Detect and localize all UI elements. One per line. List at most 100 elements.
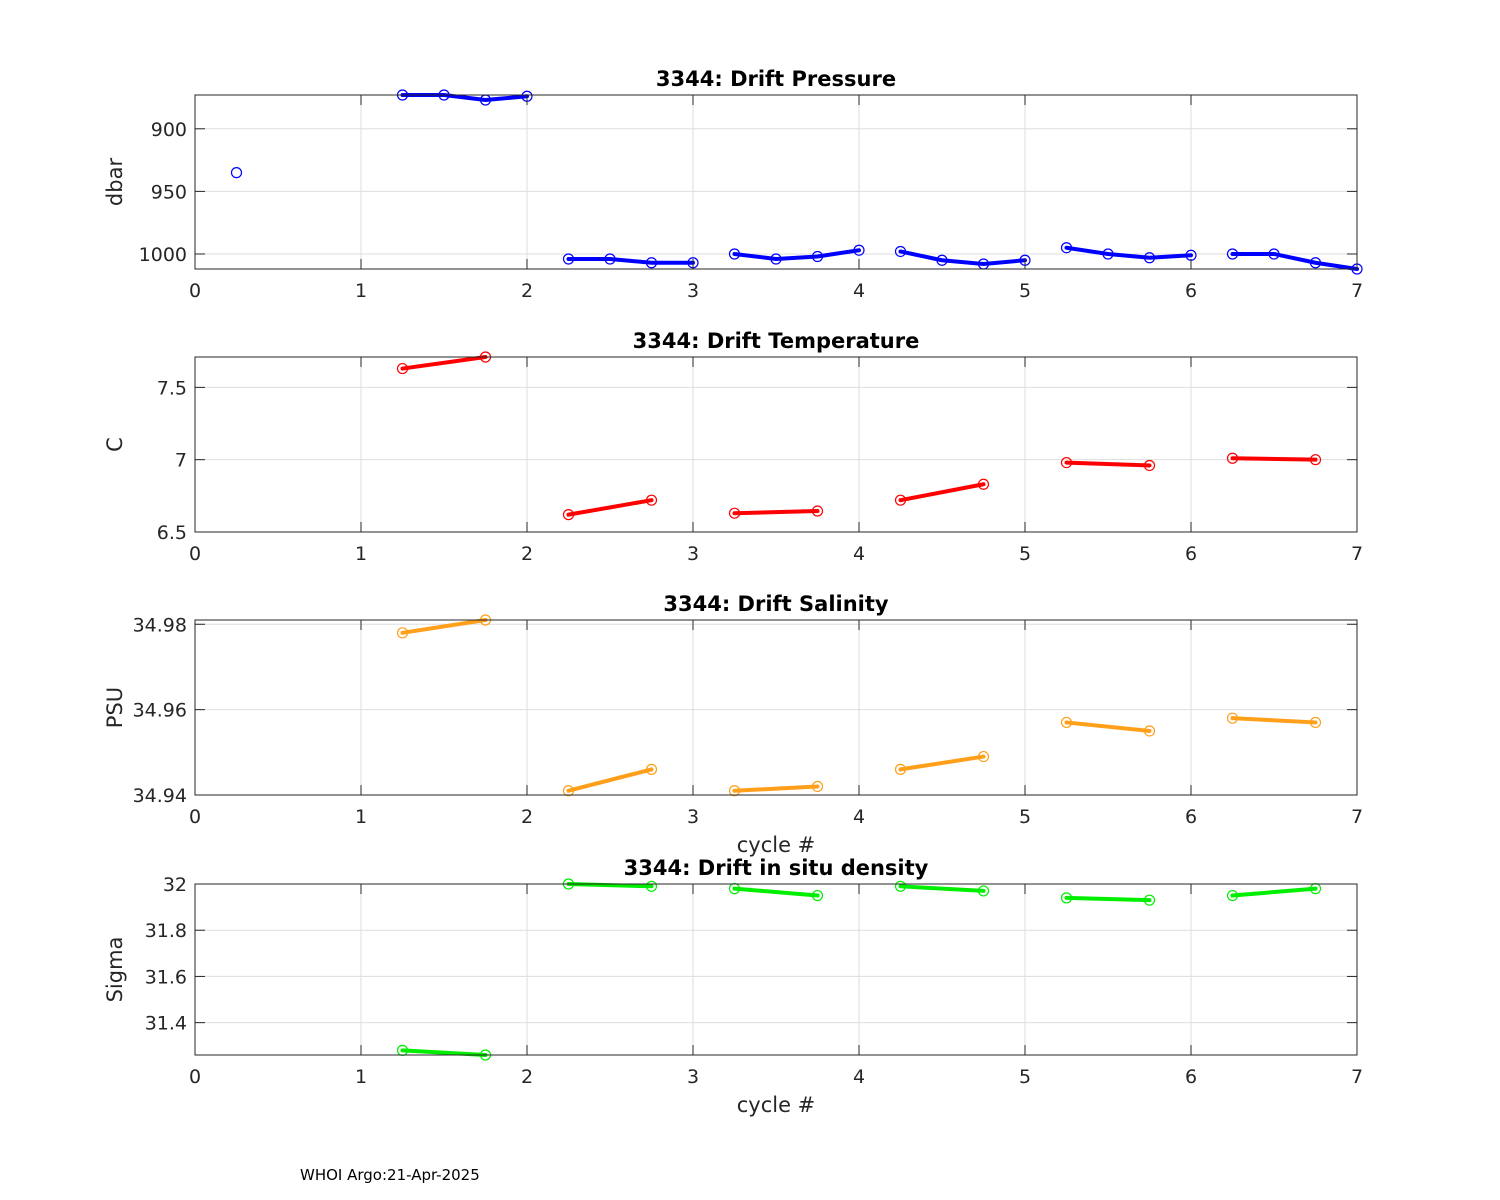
data-point bbox=[1060, 892, 1073, 904]
y-tick-label: 31.8 bbox=[145, 920, 187, 942]
data-point bbox=[770, 253, 782, 265]
series-line-segment bbox=[1230, 716, 1318, 725]
data-point bbox=[562, 509, 575, 521]
data-point bbox=[1226, 452, 1239, 464]
x-tick-label: 4 bbox=[853, 1066, 865, 1088]
y-tick-label: 6.5 bbox=[157, 522, 187, 544]
data-point bbox=[1226, 248, 1239, 260]
x-tick-label: 0 bbox=[189, 1066, 201, 1088]
y-tick-label: 1000 bbox=[139, 244, 187, 266]
series-line-segment bbox=[400, 1048, 488, 1057]
data-point bbox=[562, 785, 575, 797]
data-point bbox=[1060, 242, 1073, 254]
data-point bbox=[645, 880, 658, 892]
series-line-segment bbox=[400, 618, 488, 635]
x-tick-label: 0 bbox=[189, 806, 201, 828]
x-tick-label: 1 bbox=[355, 543, 367, 565]
x-tick-label: 1 bbox=[355, 280, 367, 302]
series-line-segment bbox=[566, 767, 654, 793]
y-tick-label: 31.4 bbox=[145, 1013, 187, 1035]
data-point bbox=[936, 254, 948, 266]
data-point bbox=[1143, 252, 1156, 264]
y-tick-label: 950 bbox=[151, 181, 187, 203]
x-tick-label: 4 bbox=[853, 806, 865, 828]
x-tick-label: 5 bbox=[1019, 806, 1031, 828]
x-tick-label: 5 bbox=[1019, 1066, 1031, 1088]
data-point bbox=[645, 257, 658, 269]
data-point bbox=[894, 494, 907, 506]
data-point bbox=[894, 763, 907, 775]
series-line-segment bbox=[898, 754, 986, 772]
data-point bbox=[604, 253, 616, 265]
data-point bbox=[396, 627, 409, 639]
data-point bbox=[1060, 456, 1073, 469]
series-line-segment bbox=[732, 248, 861, 261]
series-line-segment bbox=[898, 249, 1027, 266]
plot-area bbox=[195, 620, 1357, 795]
series-line-segment bbox=[1064, 720, 1152, 733]
x-tick-label: 6 bbox=[1185, 543, 1197, 565]
series-line-segment bbox=[566, 256, 695, 265]
series-line-segment bbox=[1064, 895, 1152, 903]
footer-stamp: WHOI Argo:21-Apr-2025 bbox=[300, 1166, 480, 1184]
x-tick-label: 1 bbox=[355, 806, 367, 828]
chart-title: 3344: Drift Temperature bbox=[633, 329, 920, 353]
data-point bbox=[811, 889, 824, 902]
data-point bbox=[728, 785, 741, 797]
x-tick-label: 2 bbox=[521, 1066, 533, 1088]
x-tick-label: 5 bbox=[1019, 280, 1031, 302]
chart-panel-2: 0 1 2 3 4 5 6 7 6.5 7 7.5 C bbox=[103, 351, 1363, 565]
chart-panel-3: 0 1 2 3 4 5 6 7 34.94 34.96 34.98 PSU cycle # bbox=[103, 614, 1363, 857]
y-tick-label: 7 bbox=[175, 450, 187, 472]
series-line-segment bbox=[898, 482, 986, 503]
x-tick-label: 0 bbox=[189, 280, 201, 302]
data-point bbox=[396, 362, 409, 375]
data-point bbox=[977, 885, 990, 897]
data-point bbox=[811, 505, 824, 517]
series-line-segment bbox=[898, 884, 986, 893]
y-tick-label: 7.5 bbox=[157, 377, 187, 399]
x-tick-label: 2 bbox=[521, 280, 533, 302]
axes-box bbox=[194, 356, 1358, 533]
series-line-segment bbox=[732, 784, 820, 793]
chart-panel-1: 0 1 2 3 4 5 6 7 900 950 1000 dbar bbox=[103, 89, 1363, 302]
data-point bbox=[562, 253, 575, 265]
y-tick-label: 34.96 bbox=[133, 700, 187, 722]
y-axis-label: C bbox=[103, 437, 127, 452]
data-point bbox=[1143, 725, 1156, 737]
x-axis-label: cycle # bbox=[737, 833, 816, 857]
data-point bbox=[1226, 712, 1239, 724]
x-axis-label: cycle # bbox=[737, 1093, 816, 1117]
data-point bbox=[853, 244, 865, 256]
data-point bbox=[1143, 894, 1156, 906]
x-tick-label: 7 bbox=[1351, 280, 1363, 302]
x-tick-label: 7 bbox=[1351, 543, 1363, 565]
data-point bbox=[1268, 248, 1280, 260]
plot-area bbox=[195, 95, 1357, 269]
chart-panel-4: 0 1 2 3 4 5 6 7 31.4 31.6 31.8 32 Sigma cycle # bbox=[103, 874, 1363, 1117]
series-line-segment bbox=[566, 498, 654, 517]
x-tick-label: 3 bbox=[687, 543, 699, 565]
chart-title: 3344: Drift in situ density bbox=[624, 856, 929, 880]
data-point bbox=[728, 248, 741, 260]
series-line-segment bbox=[1230, 886, 1318, 898]
plot-area bbox=[195, 357, 1357, 532]
axes-box bbox=[194, 94, 1358, 270]
data-point bbox=[1102, 248, 1114, 260]
x-tick-label: 5 bbox=[1019, 543, 1031, 565]
data-point bbox=[1060, 716, 1073, 729]
chart-title: 3344: Drift Salinity bbox=[663, 592, 889, 616]
series-line-segment bbox=[1230, 456, 1318, 462]
x-tick-label: 6 bbox=[1185, 1066, 1197, 1088]
chart-title: 3344: Drift Pressure bbox=[656, 67, 896, 91]
data-point bbox=[1309, 257, 1322, 269]
y-tick-label: 34.94 bbox=[133, 785, 187, 807]
y-axis-label: Sigma bbox=[103, 937, 127, 1003]
data-point bbox=[645, 763, 658, 775]
data-point bbox=[728, 507, 741, 519]
y-tick-label: 900 bbox=[151, 119, 187, 141]
data-point bbox=[1309, 454, 1322, 466]
data-point bbox=[977, 478, 990, 490]
x-tick-label: 2 bbox=[521, 806, 533, 828]
